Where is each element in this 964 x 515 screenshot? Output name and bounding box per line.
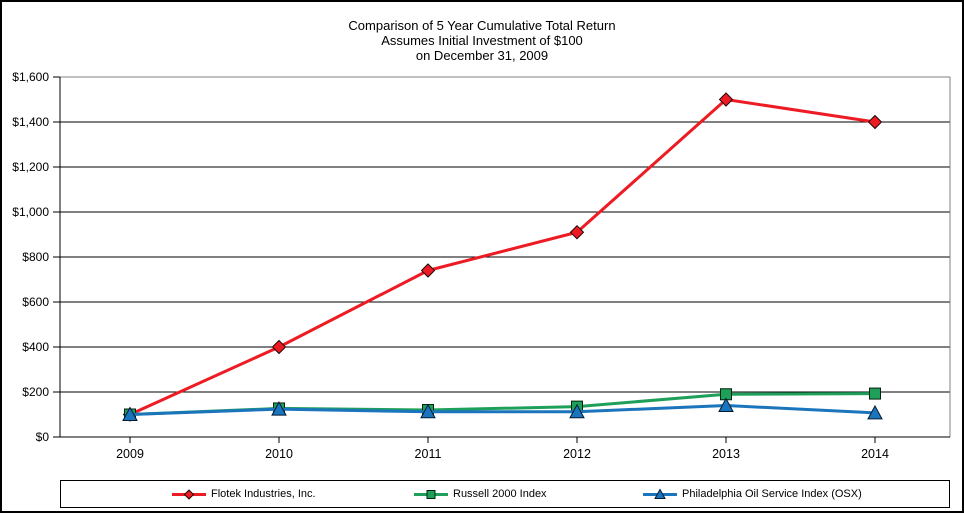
svg-text:$1,400: $1,400 [12,115,49,129]
chart-title-line-1: Comparison of 5 Year Cumulative Total Re… [348,18,616,33]
legend-item-russell-2000: Russell 2000 Index [413,481,547,507]
blue-triangle-line-icon [643,487,677,499]
svg-text:2014: 2014 [861,447,889,461]
y-axis-labels: $0 $200 $400 $600 $800 $1,000 $1,200 $1,400 $1,6… [12,70,49,444]
svg-text:2010: 2010 [265,447,293,461]
series-1 [124,387,881,421]
legend-item-flotek: Flotek Industries, Inc. [171,481,316,507]
legend-label: Flotek Industries, Inc. [211,488,316,500]
svg-text:$1,200: $1,200 [12,160,49,174]
series-2 [122,397,883,421]
legend-label: Philadelphia Oil Service Index (OSX) [682,488,862,500]
chart-legend: Flotek Industries, Inc. Russell 2000 Ind… [60,480,950,508]
gridlines [53,76,950,438]
svg-text:$400: $400 [22,340,49,354]
svg-text:2009: 2009 [116,447,144,461]
chart-title: Comparison of 5 Year Cumulative Total Re… [2,18,962,63]
red-diamond-line-icon [172,488,206,500]
svg-text:$0: $0 [36,430,50,444]
svg-text:2011: 2011 [415,447,442,461]
chart-title-line-3: on December 31, 2009 [415,48,549,63]
svg-text:$200: $200 [22,385,49,399]
green-square-line-icon [414,489,448,499]
x-axis-labels: 2009 2010 2011 2012 2013 2014 [116,437,889,461]
svg-text:2013: 2013 [712,447,740,461]
chart-title-line-2: Assumes Initial Investment of $100 [381,33,583,48]
svg-text:$600: $600 [22,295,49,309]
legend-label: Russell 2000 Index [453,488,547,500]
svg-text:$1,000: $1,000 [12,205,49,219]
svg-text:2012: 2012 [563,447,591,461]
svg-text:$800: $800 [22,250,49,264]
svg-text:$1,600: $1,600 [12,70,49,84]
legend-item-osx: Philadelphia Oil Service Index (OSX) [642,481,862,507]
